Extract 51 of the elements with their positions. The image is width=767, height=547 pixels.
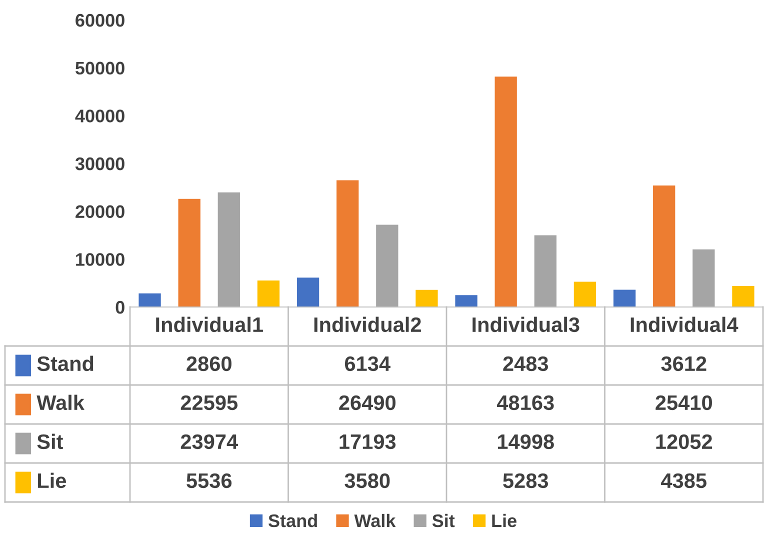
bar	[257, 280, 280, 307]
bar	[692, 249, 715, 307]
text: Lie	[38, 472, 66, 488]
legend-label: Sit	[37, 434, 63, 450]
bar	[732, 286, 754, 307]
data-label: 25410	[656, 395, 712, 410]
data-label: 4385	[661, 473, 706, 488]
bar	[376, 224, 398, 307]
text: Stand	[268, 514, 317, 528]
bar	[138, 293, 161, 307]
x-tick-label: Individual3	[472, 316, 580, 332]
bar	[296, 278, 320, 307]
legend-label: Walk	[36, 394, 84, 410]
bar	[574, 282, 596, 307]
bar	[336, 180, 359, 307]
bar	[613, 290, 636, 307]
bar	[653, 185, 676, 307]
y-tick-label: 0	[116, 300, 124, 314]
y-tick-label: 40000	[75, 110, 124, 122]
data-label: 23974	[180, 434, 238, 450]
bar	[494, 76, 517, 307]
data-label: 48163	[496, 395, 554, 410]
data-label: 6134	[344, 356, 390, 372]
y-tick-label: 60000	[76, 14, 124, 27]
x-tick-label: Individual2	[314, 316, 421, 332]
data-label: 12052	[656, 434, 712, 450]
data-label: 17193	[340, 434, 396, 450]
data-label: 14998	[498, 434, 554, 450]
legend-label: Lie	[492, 514, 516, 528]
x-tick-label: Individual4	[630, 316, 738, 332]
text: Walk	[354, 514, 396, 528]
data-label: 22595	[180, 395, 238, 410]
bar	[218, 192, 240, 307]
bar	[534, 235, 556, 307]
data-label: 2860	[186, 356, 232, 372]
y-tick-label: 20000	[76, 205, 124, 218]
data-label: 3612	[661, 356, 706, 372]
bar	[455, 295, 478, 307]
data-label: 3580	[344, 473, 390, 488]
text: Sit	[432, 514, 455, 528]
data-label: 26490	[339, 395, 396, 410]
data-label: 5536	[186, 473, 232, 488]
bar	[416, 290, 438, 307]
data-label: 5283	[503, 473, 548, 488]
y-tick-label: 30000	[75, 157, 124, 170]
legend-label: Stand	[37, 356, 94, 372]
y-tick-label: 10000	[76, 253, 124, 266]
y-tick-label: 50000	[75, 62, 124, 75]
bar	[178, 198, 200, 307]
x-tick-label: Individual1	[156, 316, 263, 332]
data-label: 2483	[503, 356, 548, 372]
